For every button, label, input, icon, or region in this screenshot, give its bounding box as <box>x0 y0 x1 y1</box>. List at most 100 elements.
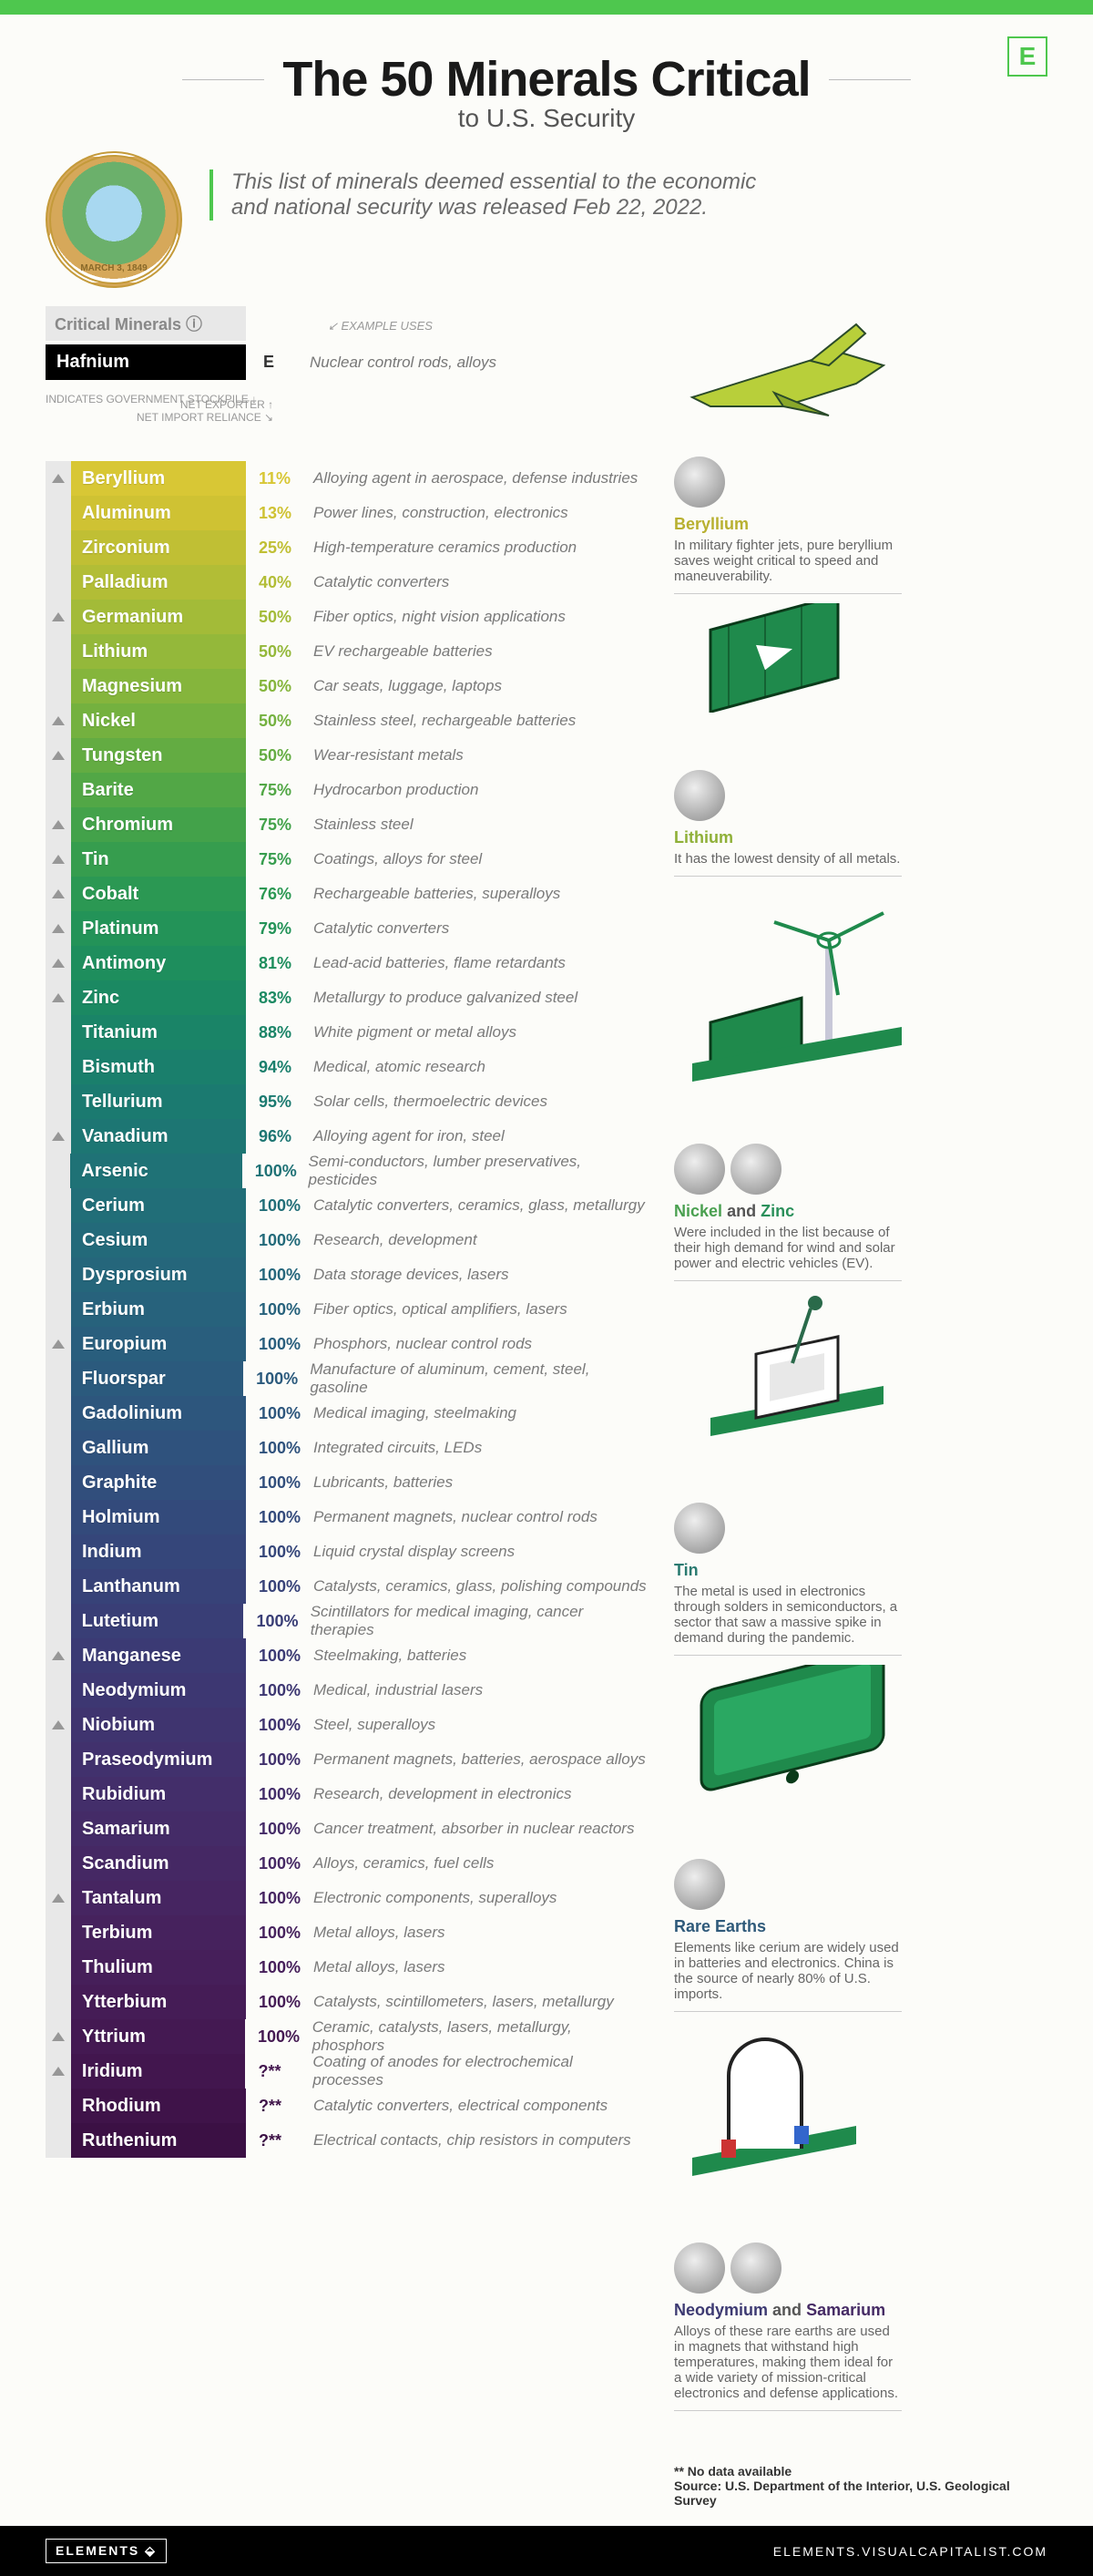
mineral-use: Catalytic converters <box>310 573 449 591</box>
minerals-table: Critical Minerals ⓘ ↙ EXAMPLE USES Hafni… <box>46 306 647 2508</box>
mineral-pct: 75% <box>246 850 310 869</box>
callout-illustration <box>674 886 1047 1091</box>
top-accent-bar <box>0 0 1093 15</box>
mineral-pct: 75% <box>246 816 310 835</box>
mineral-use: Steel, superalloys <box>310 1716 435 1734</box>
stockpile-icon <box>46 703 71 738</box>
mineral-row: Barite75%Hydrocarbon production <box>46 772 647 806</box>
stockpile-icon <box>46 1084 71 1119</box>
stockpile-icon <box>46 1431 71 1465</box>
mineral-pct: 96% <box>246 1127 310 1146</box>
mineral-pct: 100% <box>246 1231 310 1250</box>
callout-body: Elements like cerium are widely used in … <box>674 1940 902 2012</box>
stockpile-icon <box>46 1396 71 1431</box>
mineral-use: Permanent magnets, nuclear control rods <box>310 1508 598 1526</box>
mineral-use: Manufacture of aluminum, cement, steel, … <box>306 1360 647 1397</box>
mineral-name: Zinc <box>71 980 246 1015</box>
mineral-use: Research, development in electronics <box>310 1785 571 1803</box>
stockpile-icon <box>46 1985 71 2019</box>
mineral-pct: 100% <box>246 1404 310 1423</box>
table-header-tab: Critical Minerals ⓘ <box>46 306 246 341</box>
mineral-name: Indium <box>71 1534 246 1569</box>
mineral-pct: 100% <box>246 1439 310 1458</box>
mineral-row: Fluorspar100%Manufacture of aluminum, ce… <box>46 1360 647 1395</box>
stockpile-icon <box>46 1742 71 1777</box>
mineral-name: Vanadium <box>71 1119 246 1154</box>
example-row: Hafnium E Nuclear control rods, alloys <box>46 344 647 380</box>
stockpile-icon <box>46 1154 70 1188</box>
stockpile-icon <box>46 1188 71 1223</box>
mineral-pct: 100% <box>246 1577 310 1596</box>
mineral-name: Yttrium <box>71 2019 245 2054</box>
mineral-pct: 100% <box>246 1716 310 1735</box>
mineral-name: Aluminum <box>71 496 246 530</box>
mineral-name: Neodymium <box>71 1673 246 1708</box>
mineral-row: Magnesium50%Car seats, luggage, laptops <box>46 668 647 703</box>
mineral-use: Ceramic, catalysts, lasers, metallurgy, … <box>309 2018 647 2055</box>
mineral-row: Titanium88%White pigment or metal alloys <box>46 1014 647 1049</box>
mineral-row: Lanthanum100%Catalysts, ceramics, glass,… <box>46 1568 647 1603</box>
mineral-use: Electrical contacts, chip resistors in c… <box>310 2131 631 2150</box>
mineral-name: Tellurium <box>71 1084 246 1119</box>
stockpile-icon <box>46 1050 71 1084</box>
mineral-name: Antimony <box>71 946 246 980</box>
mineral-use: Stainless steel, rechargeable batteries <box>310 712 576 730</box>
callout: Neodymium and SamariumAlloys of these ra… <box>674 2242 1047 2411</box>
stockpile-icon <box>46 1569 71 1604</box>
footnotes: ** No data available Source: U.S. Depart… <box>674 2464 1047 2508</box>
callout-title: Lithium <box>674 828 1047 847</box>
stockpile-icon <box>46 1327 71 1361</box>
mineral-name: Magnesium <box>71 669 246 703</box>
mineral-use: Scintillators for medical imaging, cance… <box>307 1603 647 1639</box>
mineral-row: Germanium50%Fiber optics, night vision a… <box>46 599 647 633</box>
mineral-pct: 25% <box>246 539 310 558</box>
stockpile-icon <box>46 1223 71 1257</box>
mineral-name: Samarium <box>71 1811 246 1846</box>
mineral-row: Praseodymium100%Permanent magnets, batte… <box>46 1741 647 1776</box>
mineral-row: Europium100%Phosphors, nuclear control r… <box>46 1326 647 1360</box>
mineral-pct: 81% <box>246 954 310 973</box>
mineral-use: Catalysts, scintillometers, lasers, meta… <box>310 1993 614 2011</box>
mineral-row: Iridium?**Coating of anodes for electroc… <box>46 2053 647 2088</box>
mineral-pct: ?** <box>245 2062 309 2081</box>
stockpile-icon <box>46 877 71 911</box>
callout-title: Rare Earths <box>674 1917 1047 1936</box>
mineral-pct: 100% <box>246 1335 310 1354</box>
mineral-row: Ruthenium?**Electrical contacts, chip re… <box>46 2122 647 2157</box>
callout-body: Were included in the list because of the… <box>674 1225 902 1281</box>
stockpile-icon <box>46 1361 71 1396</box>
mineral-row: Scandium100%Alloys, ceramics, fuel cells <box>46 1845 647 1880</box>
callouts-column: BerylliumIn military fighter jets, pure … <box>674 306 1047 2508</box>
stockpile-icon <box>46 1950 71 1985</box>
mineral-name: Ruthenium <box>71 2123 246 2158</box>
mineral-row: Platinum79%Catalytic converters <box>46 910 647 945</box>
mineral-use: EV rechargeable batteries <box>310 642 493 661</box>
callout-title: Tin <box>674 1561 1047 1580</box>
stockpile-icon <box>46 1292 71 1327</box>
mineral-pct: 40% <box>246 573 310 592</box>
mineral-use: Steelmaking, batteries <box>310 1647 466 1665</box>
mineral-pct: 95% <box>246 1093 310 1112</box>
mineral-name: Chromium <box>71 807 246 842</box>
mineral-row: Vanadium96%Alloying agent for iron, stee… <box>46 1118 647 1153</box>
example-name: Hafnium <box>46 344 246 380</box>
stockpile-icon <box>46 773 71 807</box>
mineral-pct: ?** <box>246 2131 310 2150</box>
mineral-name: Zirconium <box>71 530 246 565</box>
stockpile-icon <box>46 1257 71 1292</box>
mineral-name: Tin <box>71 842 246 877</box>
mineral-row: Zinc83%Metallurgy to produce galvanized … <box>46 980 647 1014</box>
mineral-name: Beryllium <box>71 461 246 496</box>
mineral-use: Metallurgy to produce galvanized steel <box>310 989 577 1007</box>
mineral-use: Alloying agent for iron, steel <box>310 1127 505 1145</box>
mineral-pct: 100% <box>246 1924 310 1943</box>
mineral-pct: 100% <box>246 1300 310 1319</box>
mineral-pct: 79% <box>246 919 310 939</box>
mineral-use: Rechargeable batteries, superalloys <box>310 885 560 903</box>
mineral-row: Cesium100%Research, development <box>46 1222 647 1257</box>
jet-illustration <box>674 315 1047 429</box>
mineral-use: Semi-conductors, lumber preservatives, p… <box>305 1153 648 1189</box>
mineral-name: Palladium <box>71 565 246 600</box>
mineral-row: Zirconium25%High-temperature ceramics pr… <box>46 529 647 564</box>
mineral-use: Liquid crystal display screens <box>310 1543 515 1561</box>
